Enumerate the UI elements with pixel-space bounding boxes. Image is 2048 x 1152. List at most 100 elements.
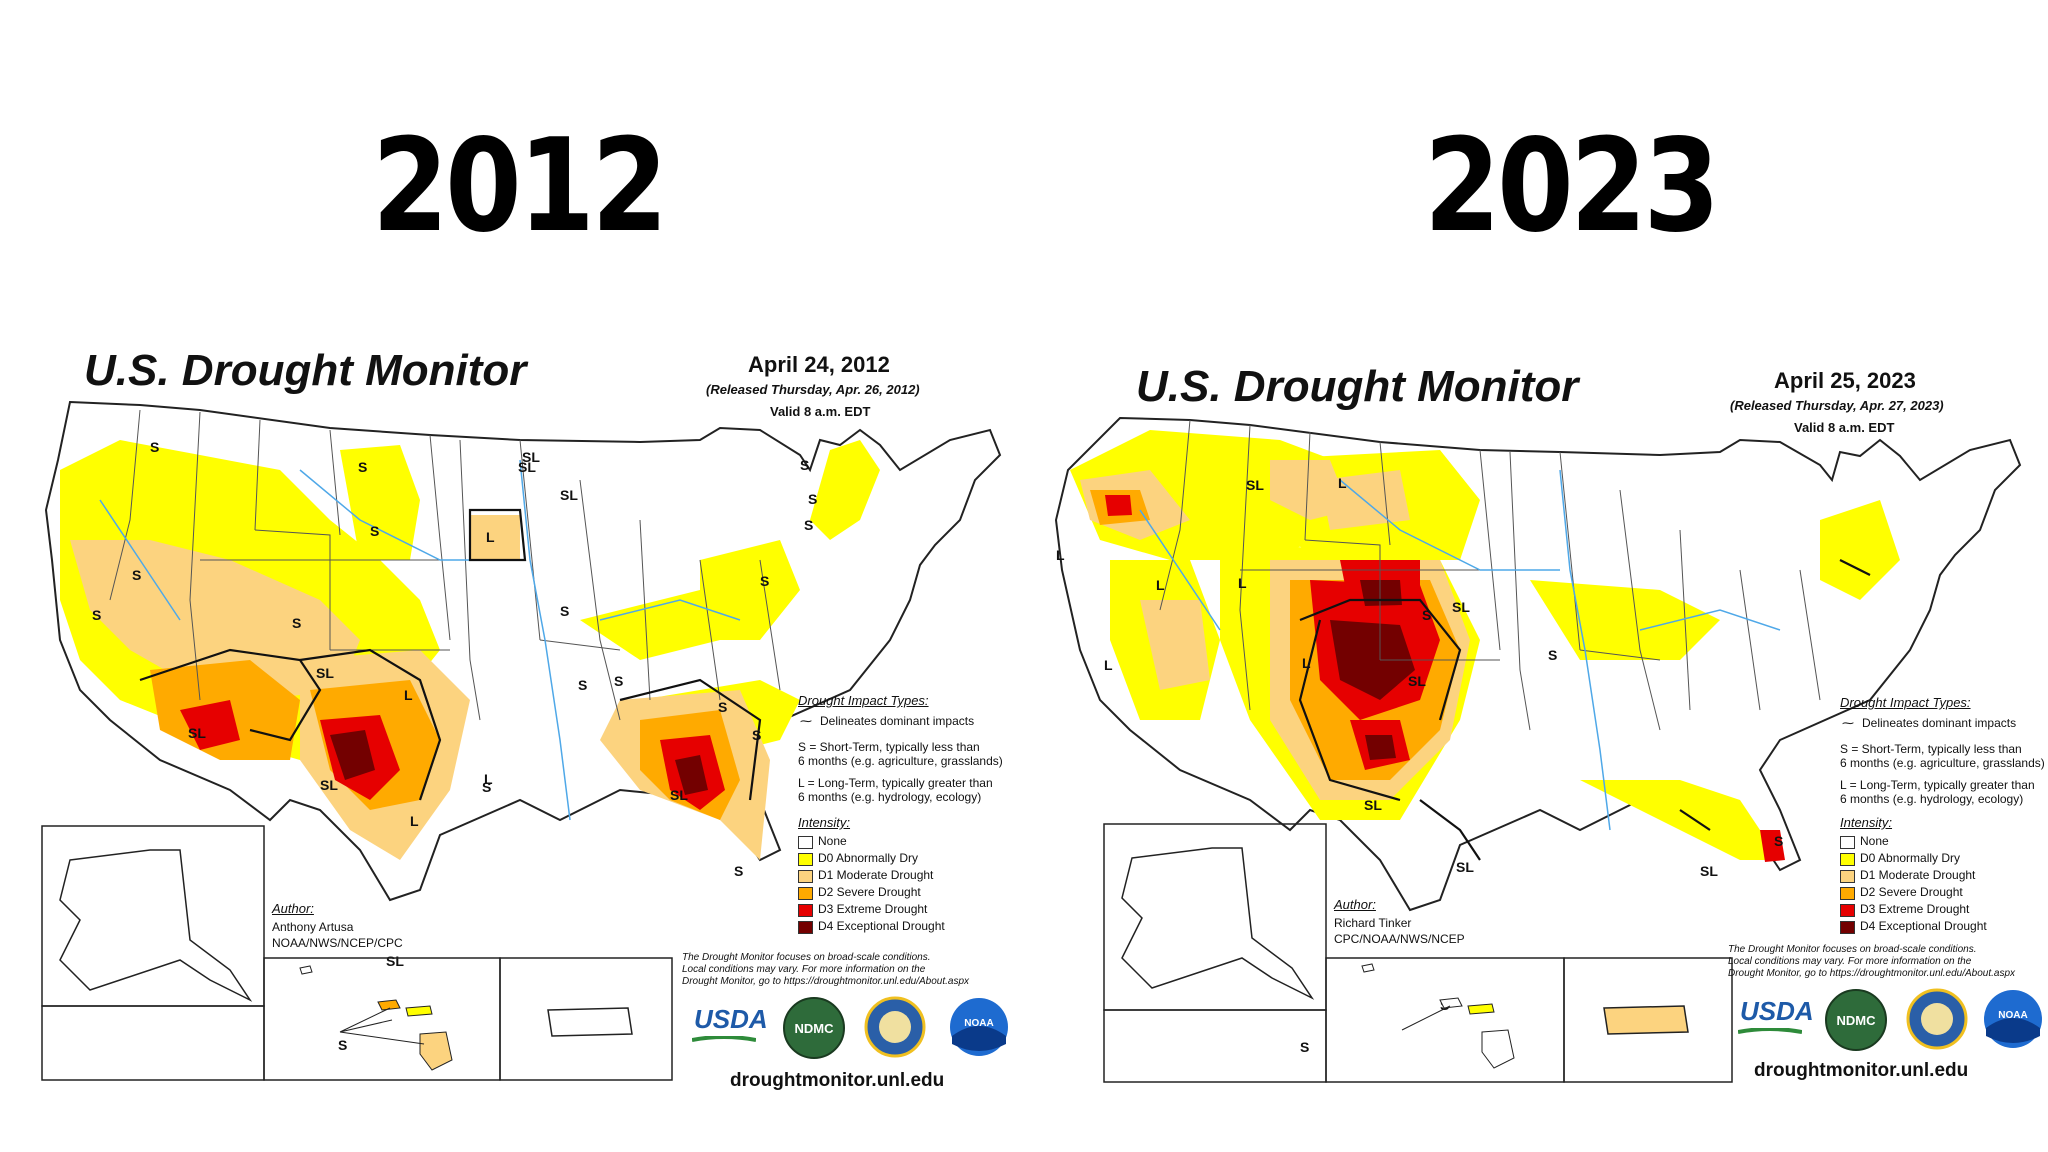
impact-line-label: Delineates dominant impacts [1862,716,2017,730]
map-released: (Released Thursday, Apr. 27, 2023) [1730,398,1944,413]
noaa-logo: NOAA [950,998,1008,1056]
d0-area-northeast [1820,500,1900,600]
map-label: S [292,615,301,631]
hawaii-shapes [1361,963,1515,1069]
map-label: S [752,727,761,743]
legend-label: None [818,834,847,848]
map-label: L [1338,475,1347,491]
map-label: S [808,491,817,507]
map-label: L [1056,547,1065,563]
d1-area-nevada [1140,600,1210,690]
commerce-seal-icon [1906,988,1968,1050]
d1-area-west [70,540,360,700]
short-term-line-1: S = Short-Term, typically less than [1840,742,2022,756]
year-heading-2023: 2023 [1424,112,1720,261]
year-heading-2012: 2012 [372,112,668,261]
svg-text:NDMC: NDMC [1837,1013,1877,1028]
legend-label: D4 Exceptional Drought [1860,919,1987,933]
us-map-2023: SL L L L L L L SL S S SL SL SL S SL S S [1054,416,2022,1083]
map-label: S [1300,1039,1309,1055]
commerce-seal-icon [864,996,926,1058]
legend-label: D1 Moderate Drought [1860,868,1976,882]
map-label: L [1104,657,1113,673]
ndmc-logo: NDMC [1825,989,1887,1051]
d4-area-georgia [675,755,708,795]
map-label: L [486,529,495,545]
legend-swatch-d0 [1840,853,1855,866]
legend-swatch-d4 [1840,921,1855,934]
alaska-shape [59,849,253,1002]
legend-swatch-none [798,836,813,849]
map-label: S [338,1037,347,1053]
intensity-title: Intensity: [1840,815,1893,830]
state-borders [109,409,781,721]
d0-area-plains [340,445,420,560]
map-label: S [800,457,809,473]
usda-logo-underline [692,1036,756,1042]
legend-swatch-d2 [798,887,813,900]
map-label: S [358,459,367,475]
long-term-line-1: L = Long-Term, typically greater than [798,776,993,790]
map-label: S [370,523,379,539]
legend-swatch-d2 [1840,887,1855,900]
long-term-line-1: L = Long-Term, typically greater than [1840,778,2035,792]
impact-title: Drought Impact Types: [798,693,929,708]
map-label: S [734,863,743,879]
disclaimer-1: The Drought Monitor focuses on broad-sca… [682,952,931,963]
puerto-rico-shape [1603,1005,1689,1035]
d4-area-kansas [1330,620,1415,700]
map-label: S [1548,647,1557,663]
map-label: L [410,813,419,829]
impact-boundaries [139,508,762,801]
disclaimer-2: Local conditions may vary. For more info… [1728,956,1972,967]
map-label: SL [1700,863,1718,879]
legend-label: None [1860,834,1889,848]
map-label: S [760,573,769,589]
map-label: SL [386,953,404,969]
map-label: S [614,673,623,689]
legend-swatch-d0 [798,853,813,866]
d3-area-arizona [180,700,240,750]
map-released: (Released Thursday, Apr. 26, 2012) [706,382,920,397]
impact-boundaries [1298,559,1871,861]
map-label: SL [560,487,578,503]
map-label: L [1302,655,1311,671]
inset-frames [1103,823,1733,1083]
map-label: S [804,517,813,533]
hawaii-shapes [299,965,453,1071]
legend-label: D3 Extreme Drought [1860,902,1970,916]
map-label: S [1774,833,1783,849]
map-label: SL [1456,859,1474,875]
puerto-rico-shape [547,1007,633,1037]
impact-labels: S S S S L SL SL S S S S S SL SL S SL L S… [92,439,817,1053]
map-label: SL [1364,797,1382,813]
disclaimer-3: Drought Monitor, go to https://droughtmo… [1728,968,2016,979]
d0-area-east [1530,580,1720,660]
legend-swatch-d1 [1840,870,1855,883]
map-label: S [132,567,141,583]
legend-swatch-d4 [798,921,813,934]
map-label: S [150,439,159,455]
legend-label: D1 Moderate Drought [818,868,934,882]
d4-area-texas [1365,735,1396,760]
inset-frames [41,825,673,1081]
intensity-title: Intensity: [798,815,851,830]
legend-label: D2 Severe Drought [818,885,921,899]
svg-text:NDMC: NDMC [795,1021,835,1036]
long-term-line-2: 6 months (e.g. hydrology, ecology) [1840,792,2024,806]
author-org: CPC/NOAA/NWS/NCEP [1334,932,1465,946]
usda-logo: USDA [1740,996,1814,1026]
map-label: S [92,607,101,623]
legend-label: D3 Extreme Drought [818,902,928,916]
svg-text:NOAA: NOAA [964,1018,993,1029]
legend-label: D0 Abnormally Dry [818,851,919,865]
map-label: L [1238,575,1247,591]
map-label: SL [518,459,536,475]
usda-logo: USDA [694,1004,768,1034]
author-org: NOAA/NWS/NCEP/CPC [272,936,403,950]
author-name: Anthony Artusa [272,920,354,934]
long-term-line-2: 6 months (e.g. hydrology, ecology) [798,790,982,804]
map-valid: Valid 8 a.m. EDT [1794,420,1895,435]
